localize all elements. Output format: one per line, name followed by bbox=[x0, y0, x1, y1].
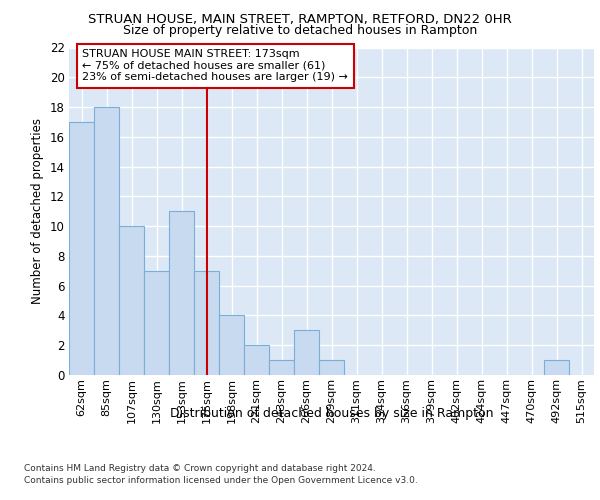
Text: Contains public sector information licensed under the Open Government Licence v3: Contains public sector information licen… bbox=[24, 476, 418, 485]
Text: Size of property relative to detached houses in Rampton: Size of property relative to detached ho… bbox=[123, 24, 477, 37]
Bar bbox=[169, 211, 194, 375]
Bar bbox=[194, 271, 219, 375]
Bar bbox=[69, 122, 94, 375]
Bar bbox=[94, 107, 119, 375]
Text: Distribution of detached houses by size in Rampton: Distribution of detached houses by size … bbox=[170, 408, 494, 420]
Bar bbox=[244, 345, 269, 375]
Bar bbox=[219, 316, 244, 375]
Text: Contains HM Land Registry data © Crown copyright and database right 2024.: Contains HM Land Registry data © Crown c… bbox=[24, 464, 376, 473]
Bar bbox=[319, 360, 344, 375]
Bar bbox=[294, 330, 319, 375]
Bar bbox=[544, 360, 569, 375]
Bar bbox=[119, 226, 144, 375]
Text: STRUAN HOUSE MAIN STREET: 173sqm
← 75% of detached houses are smaller (61)
23% o: STRUAN HOUSE MAIN STREET: 173sqm ← 75% o… bbox=[82, 49, 348, 82]
Bar bbox=[269, 360, 294, 375]
Text: STRUAN HOUSE, MAIN STREET, RAMPTON, RETFORD, DN22 0HR: STRUAN HOUSE, MAIN STREET, RAMPTON, RETF… bbox=[88, 12, 512, 26]
Y-axis label: Number of detached properties: Number of detached properties bbox=[31, 118, 44, 304]
Bar bbox=[144, 271, 169, 375]
